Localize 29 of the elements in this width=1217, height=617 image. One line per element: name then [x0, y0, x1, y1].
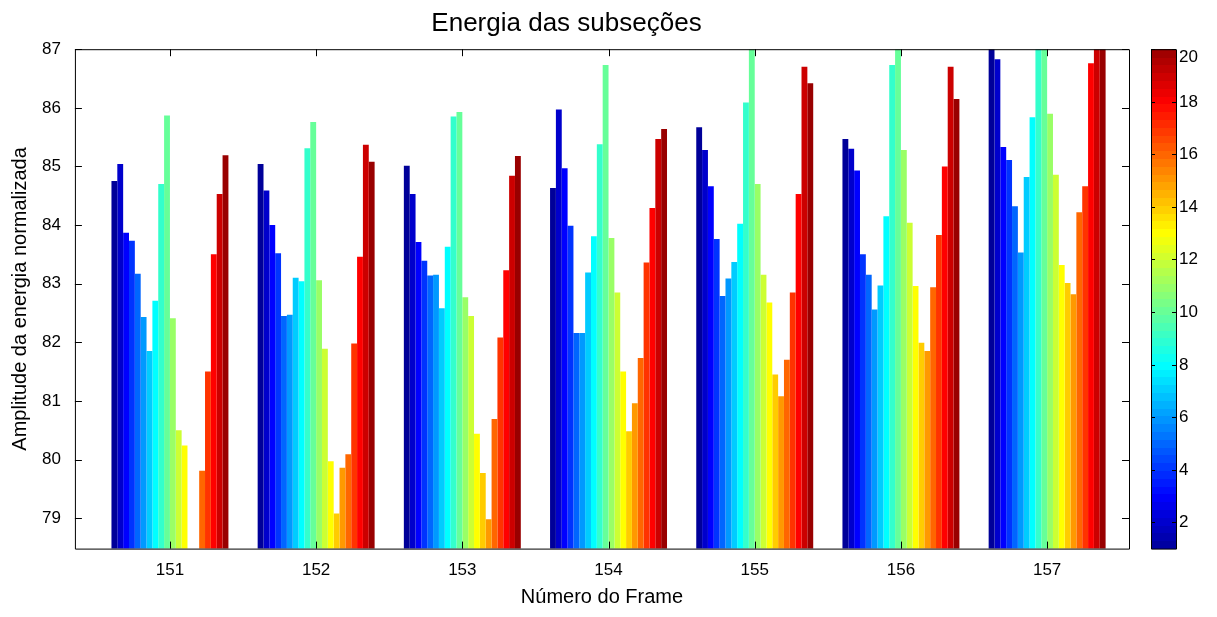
x-tick-label: 155	[740, 560, 769, 580]
color-bar-label: 12	[1179, 249, 1198, 269]
y-tick-label: 86	[41, 97, 61, 117]
y-axis-title: Amplitude da energia normalizada	[7, 146, 30, 451]
y-tick-label: 83	[41, 273, 61, 293]
x-axis-title: Número do Frame	[520, 584, 684, 607]
x-tick-label: 153	[448, 560, 477, 580]
color-bar-label: 20	[1179, 46, 1198, 66]
y-tick-label: 80	[41, 449, 61, 469]
y-tick-label: 81	[41, 390, 61, 410]
y-tick-label: 87	[41, 38, 61, 58]
x-tick-label: 154	[594, 560, 623, 580]
color-bar-label: 2	[1179, 512, 1189, 532]
x-tick-label: 152	[301, 560, 331, 580]
color-bar-label: 6	[1179, 407, 1189, 427]
y-tick-label: 82	[41, 331, 61, 351]
color-bar-label: 18	[1179, 92, 1198, 112]
x-tick-label: 157	[1032, 560, 1062, 580]
color-bar-label: 8	[1179, 355, 1189, 375]
y-tick-label: 85	[41, 156, 61, 176]
y-tick-label: 84	[41, 214, 61, 234]
color-bar-label: 14	[1179, 197, 1198, 217]
x-tick-label: 156	[886, 560, 916, 580]
y-tick-label: 79	[41, 507, 61, 527]
color-bar-label: 4	[1179, 460, 1189, 480]
x-tick-label: 151	[155, 560, 185, 580]
color-bar-label: 16	[1179, 144, 1198, 164]
color-bar-label: 10	[1179, 302, 1198, 322]
chart-title: Energia das subseções	[431, 6, 702, 37]
